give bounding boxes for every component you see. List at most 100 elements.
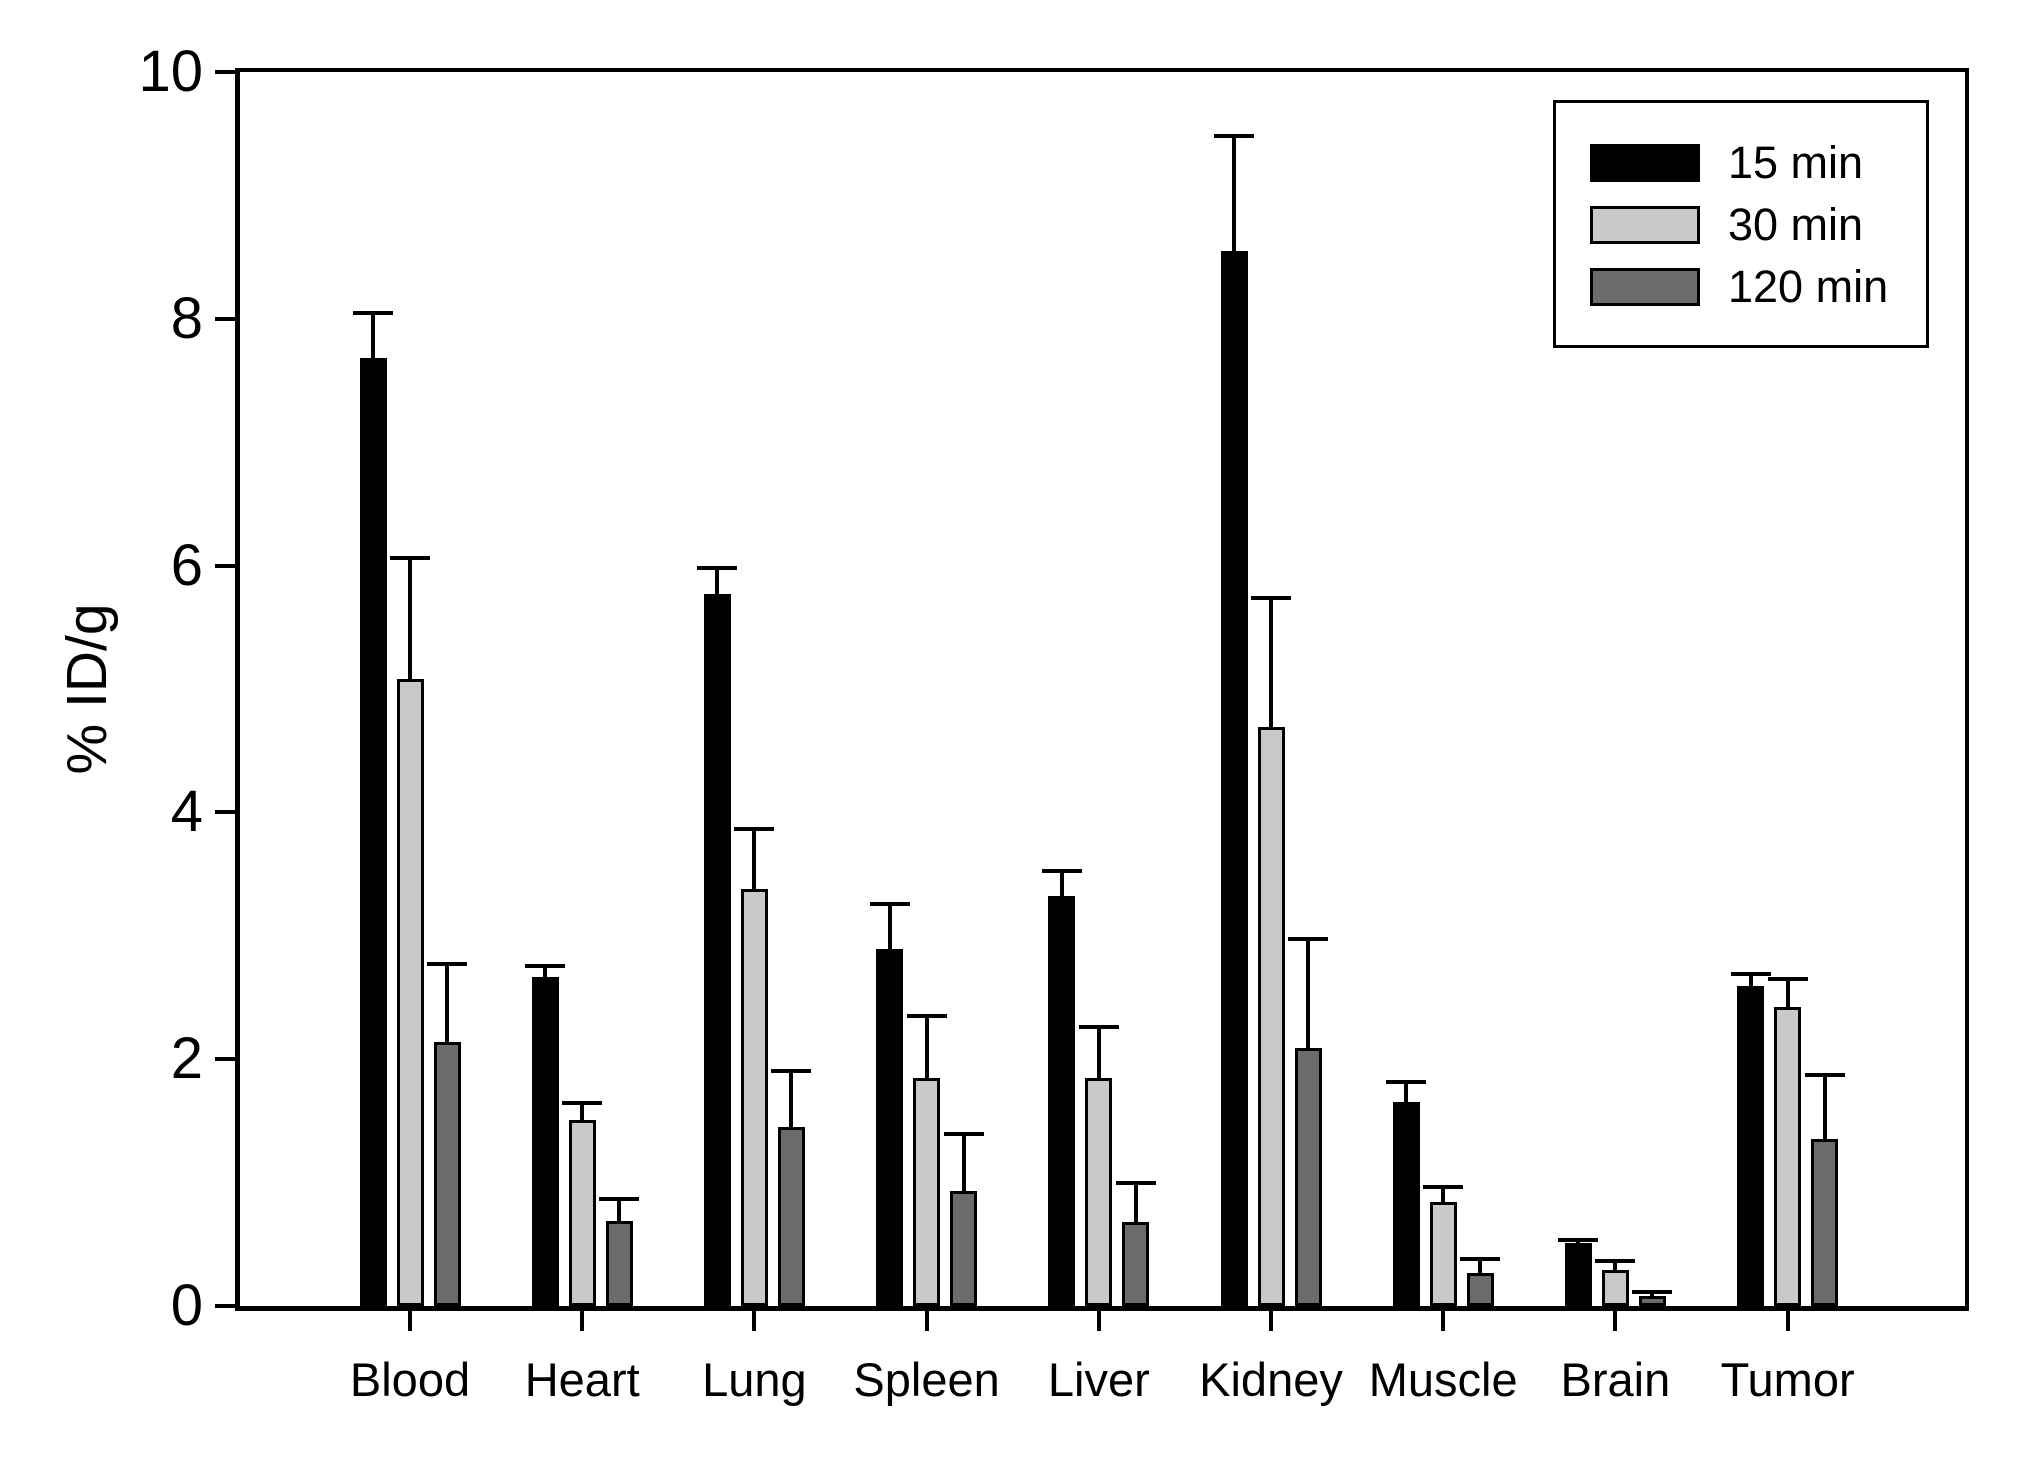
- error-bar-cap: [1214, 133, 1254, 138]
- legend-swatch: [1590, 144, 1700, 182]
- error-bar-cap: [1423, 1185, 1464, 1190]
- x-tick-label: Heart: [524, 1353, 640, 1406]
- error-bar-stem: [1404, 1080, 1409, 1103]
- y-tick-label: 4: [170, 779, 203, 845]
- error-bar-cap: [1115, 1181, 1156, 1186]
- bar-brain-30min: [1601, 1270, 1629, 1306]
- x-tick-label: Liver: [1047, 1353, 1150, 1406]
- error-bar-cap: [1386, 1080, 1427, 1085]
- error-bar-cap: [906, 1013, 947, 1018]
- error-bar-cap: [1288, 937, 1328, 942]
- bar-brain-120min: [1638, 1296, 1666, 1306]
- error-bar-cap: [1767, 976, 1808, 981]
- error-bar-cap: [427, 961, 467, 966]
- legend-item-120min: 120 min: [1590, 261, 1926, 312]
- x-tick-label: Muscle: [1368, 1353, 1518, 1406]
- x-tick-mark: [408, 1311, 412, 1331]
- bar-tumor-30min: [1774, 1007, 1802, 1306]
- bar-lung-15min: [703, 593, 731, 1306]
- y-tick-mark: [215, 1304, 235, 1308]
- error-bar-stem: [371, 311, 375, 359]
- error-bar-cap: [1041, 869, 1082, 874]
- y-tick-label: 10: [138, 39, 203, 104]
- error-bar-stem: [1785, 976, 1790, 1008]
- y-tick-mark: [215, 316, 235, 321]
- bar-liver-15min: [1048, 896, 1076, 1306]
- bar-kidney-120min: [1294, 1048, 1322, 1306]
- error-bar-stem: [408, 555, 412, 680]
- bar-spleen-30min: [913, 1077, 941, 1306]
- x-tick-label: Spleen: [853, 1353, 1000, 1406]
- bar-muscle-120min: [1466, 1272, 1494, 1306]
- error-bar-stem: [887, 902, 892, 950]
- error-bar-cap: [1558, 1238, 1599, 1243]
- bar-heart-15min: [531, 976, 559, 1306]
- y-tick-mark: [215, 1057, 235, 1062]
- y-tick-label: 8: [170, 285, 203, 351]
- error-bar-cap: [525, 964, 566, 969]
- bar-muscle-15min: [1392, 1102, 1420, 1306]
- error-bar-cap: [1632, 1289, 1673, 1294]
- x-tick-mark: [1613, 1311, 1618, 1331]
- error-bar-stem: [1441, 1185, 1446, 1203]
- y-tick-label: 6: [170, 532, 203, 598]
- error-bar-stem: [1133, 1181, 1138, 1223]
- x-tick-mark: [752, 1311, 757, 1331]
- bar-kidney-30min: [1257, 727, 1285, 1306]
- error-bar-cap: [599, 1197, 640, 1202]
- error-bar-stem: [1096, 1024, 1101, 1078]
- error-bar-cap: [1595, 1259, 1636, 1264]
- error-bar-stem: [924, 1013, 929, 1078]
- error-bar-stem: [752, 827, 757, 889]
- bar-heart-30min: [568, 1119, 596, 1306]
- x-tick-mark: [924, 1311, 929, 1331]
- error-bar-stem: [961, 1132, 966, 1192]
- legend-label: 30 min: [1728, 199, 1864, 250]
- error-bar-cap: [697, 565, 738, 570]
- error-bar-stem: [1478, 1256, 1483, 1273]
- error-bar-cap: [869, 902, 910, 907]
- y-tick-mark: [215, 70, 235, 74]
- bar-liver-30min: [1085, 1077, 1113, 1306]
- error-bar-cap: [562, 1101, 603, 1106]
- bar-kidney-15min: [1220, 250, 1248, 1306]
- x-tick-label: Kidney: [1199, 1353, 1343, 1406]
- bar-heart-120min: [605, 1220, 633, 1306]
- x-tick-mark: [1441, 1311, 1446, 1331]
- legend-label: 120 min: [1728, 261, 1889, 312]
- y-tick-mark: [215, 810, 235, 815]
- error-bar-cap: [734, 827, 775, 832]
- bar-brain-15min: [1564, 1243, 1592, 1306]
- x-tick-label: Lung: [702, 1353, 807, 1406]
- error-bar-cap: [1078, 1024, 1119, 1029]
- error-bar-stem: [1306, 937, 1310, 1049]
- error-bar-cap: [1730, 971, 1771, 976]
- error-bar-stem: [1822, 1072, 1827, 1140]
- legend: 15 min 30 min 120 min: [1553, 100, 1929, 348]
- x-tick-label: Blood: [349, 1353, 471, 1406]
- y-tick-label: 0: [170, 1273, 203, 1338]
- error-bar-cap: [943, 1132, 984, 1137]
- bar-blood-30min: [396, 679, 424, 1306]
- bar-blood-120min: [433, 1041, 461, 1306]
- error-bar-cap: [771, 1069, 812, 1074]
- error-bar-cap: [353, 311, 393, 316]
- x-tick-label: Tumor: [1720, 1353, 1855, 1406]
- x-tick-mark: [580, 1311, 585, 1331]
- bar-liver-120min: [1122, 1222, 1150, 1306]
- bar-tumor-120min: [1811, 1139, 1839, 1306]
- x-tick-mark: [1785, 1311, 1790, 1331]
- bar-muscle-30min: [1429, 1202, 1457, 1306]
- error-bar-stem: [715, 565, 720, 594]
- error-bar-stem: [1748, 971, 1753, 987]
- bar-tumor-15min: [1737, 986, 1765, 1306]
- error-bar-cap: [390, 555, 430, 560]
- error-bar-cap: [1804, 1072, 1845, 1077]
- error-bar-stem: [445, 961, 449, 1042]
- error-bar-stem: [580, 1101, 585, 1120]
- x-tick-mark: [1096, 1311, 1101, 1331]
- error-bar-stem: [617, 1197, 622, 1221]
- y-tick-label: 2: [170, 1026, 203, 1092]
- error-bar-stem: [789, 1069, 794, 1128]
